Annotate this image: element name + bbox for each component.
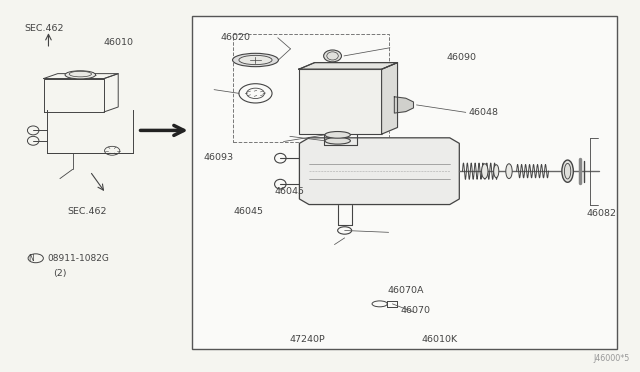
Text: 46010K: 46010K xyxy=(421,335,457,344)
Text: 46045: 46045 xyxy=(233,207,263,216)
Text: 46070: 46070 xyxy=(401,306,431,315)
Text: 47240P: 47240P xyxy=(289,335,325,344)
Text: SEC.462: SEC.462 xyxy=(24,24,64,33)
Polygon shape xyxy=(381,62,397,134)
Polygon shape xyxy=(300,138,460,205)
Bar xyxy=(192,16,617,349)
Text: 46082: 46082 xyxy=(587,209,617,218)
Text: 46045: 46045 xyxy=(275,187,305,196)
Text: 46090: 46090 xyxy=(447,53,477,62)
Text: SEC.462: SEC.462 xyxy=(68,208,107,217)
Ellipse shape xyxy=(493,165,499,178)
Text: 46010: 46010 xyxy=(104,38,134,47)
Bar xyxy=(233,34,389,141)
Text: 46070A: 46070A xyxy=(388,286,424,295)
Bar xyxy=(299,69,381,134)
Text: 46093: 46093 xyxy=(204,153,234,161)
Ellipse shape xyxy=(325,132,350,138)
Polygon shape xyxy=(394,97,413,113)
Ellipse shape xyxy=(481,164,488,179)
Text: 08911-1082G: 08911-1082G xyxy=(47,254,109,263)
Ellipse shape xyxy=(325,137,350,144)
Ellipse shape xyxy=(562,160,573,182)
Ellipse shape xyxy=(324,50,342,62)
Ellipse shape xyxy=(239,55,272,65)
Text: J46000*5: J46000*5 xyxy=(593,354,629,363)
Ellipse shape xyxy=(65,71,95,79)
Ellipse shape xyxy=(232,53,278,67)
Text: 46020: 46020 xyxy=(220,33,250,42)
Ellipse shape xyxy=(506,164,512,179)
Text: 46048: 46048 xyxy=(468,108,498,117)
Text: N: N xyxy=(28,254,34,263)
Text: (2): (2) xyxy=(54,269,67,278)
Polygon shape xyxy=(299,62,397,69)
